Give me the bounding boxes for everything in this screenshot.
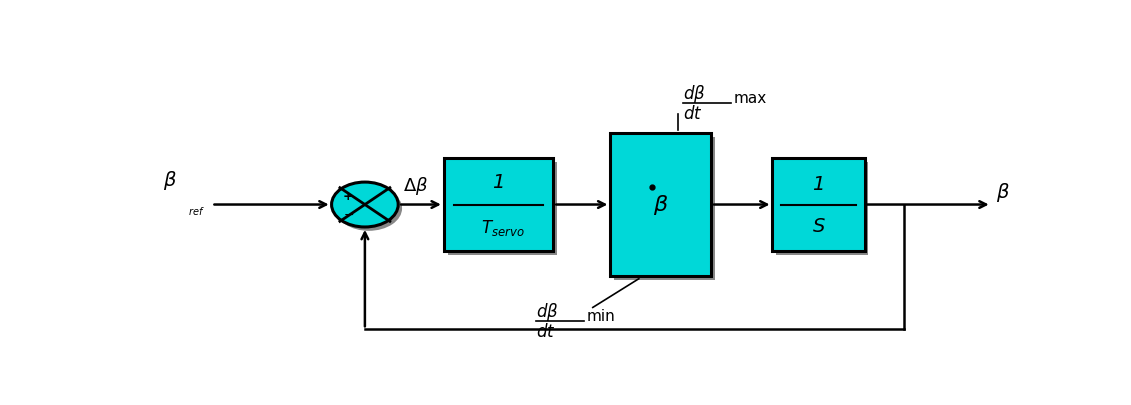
Text: +: + xyxy=(343,190,354,203)
Text: $_{ref}$: $_{ref}$ xyxy=(188,204,205,218)
Text: $-$: $-$ xyxy=(343,208,354,221)
Ellipse shape xyxy=(331,182,398,227)
FancyBboxPatch shape xyxy=(772,158,864,251)
Text: $d\beta$: $d\beta$ xyxy=(536,301,559,323)
FancyBboxPatch shape xyxy=(448,162,558,255)
Text: $\beta$: $\beta$ xyxy=(163,169,178,192)
Text: $d\beta$: $d\beta$ xyxy=(683,83,706,105)
Ellipse shape xyxy=(336,186,403,231)
Text: $\Delta\beta$: $\Delta\beta$ xyxy=(403,175,428,197)
Text: $dt$: $dt$ xyxy=(683,105,702,123)
FancyBboxPatch shape xyxy=(611,133,711,276)
Text: $dt$: $dt$ xyxy=(536,323,555,341)
Text: $S$: $S$ xyxy=(812,217,826,236)
Text: $\beta$: $\beta$ xyxy=(996,181,1010,204)
Text: $T_{servo}$: $T_{servo}$ xyxy=(481,218,525,238)
FancyBboxPatch shape xyxy=(776,162,869,255)
Text: max: max xyxy=(734,91,767,106)
Text: 1: 1 xyxy=(492,173,504,192)
Text: 1: 1 xyxy=(812,175,824,194)
FancyBboxPatch shape xyxy=(614,136,715,280)
Text: $\beta$: $\beta$ xyxy=(653,192,668,217)
Text: min: min xyxy=(587,309,615,324)
FancyBboxPatch shape xyxy=(443,158,553,251)
